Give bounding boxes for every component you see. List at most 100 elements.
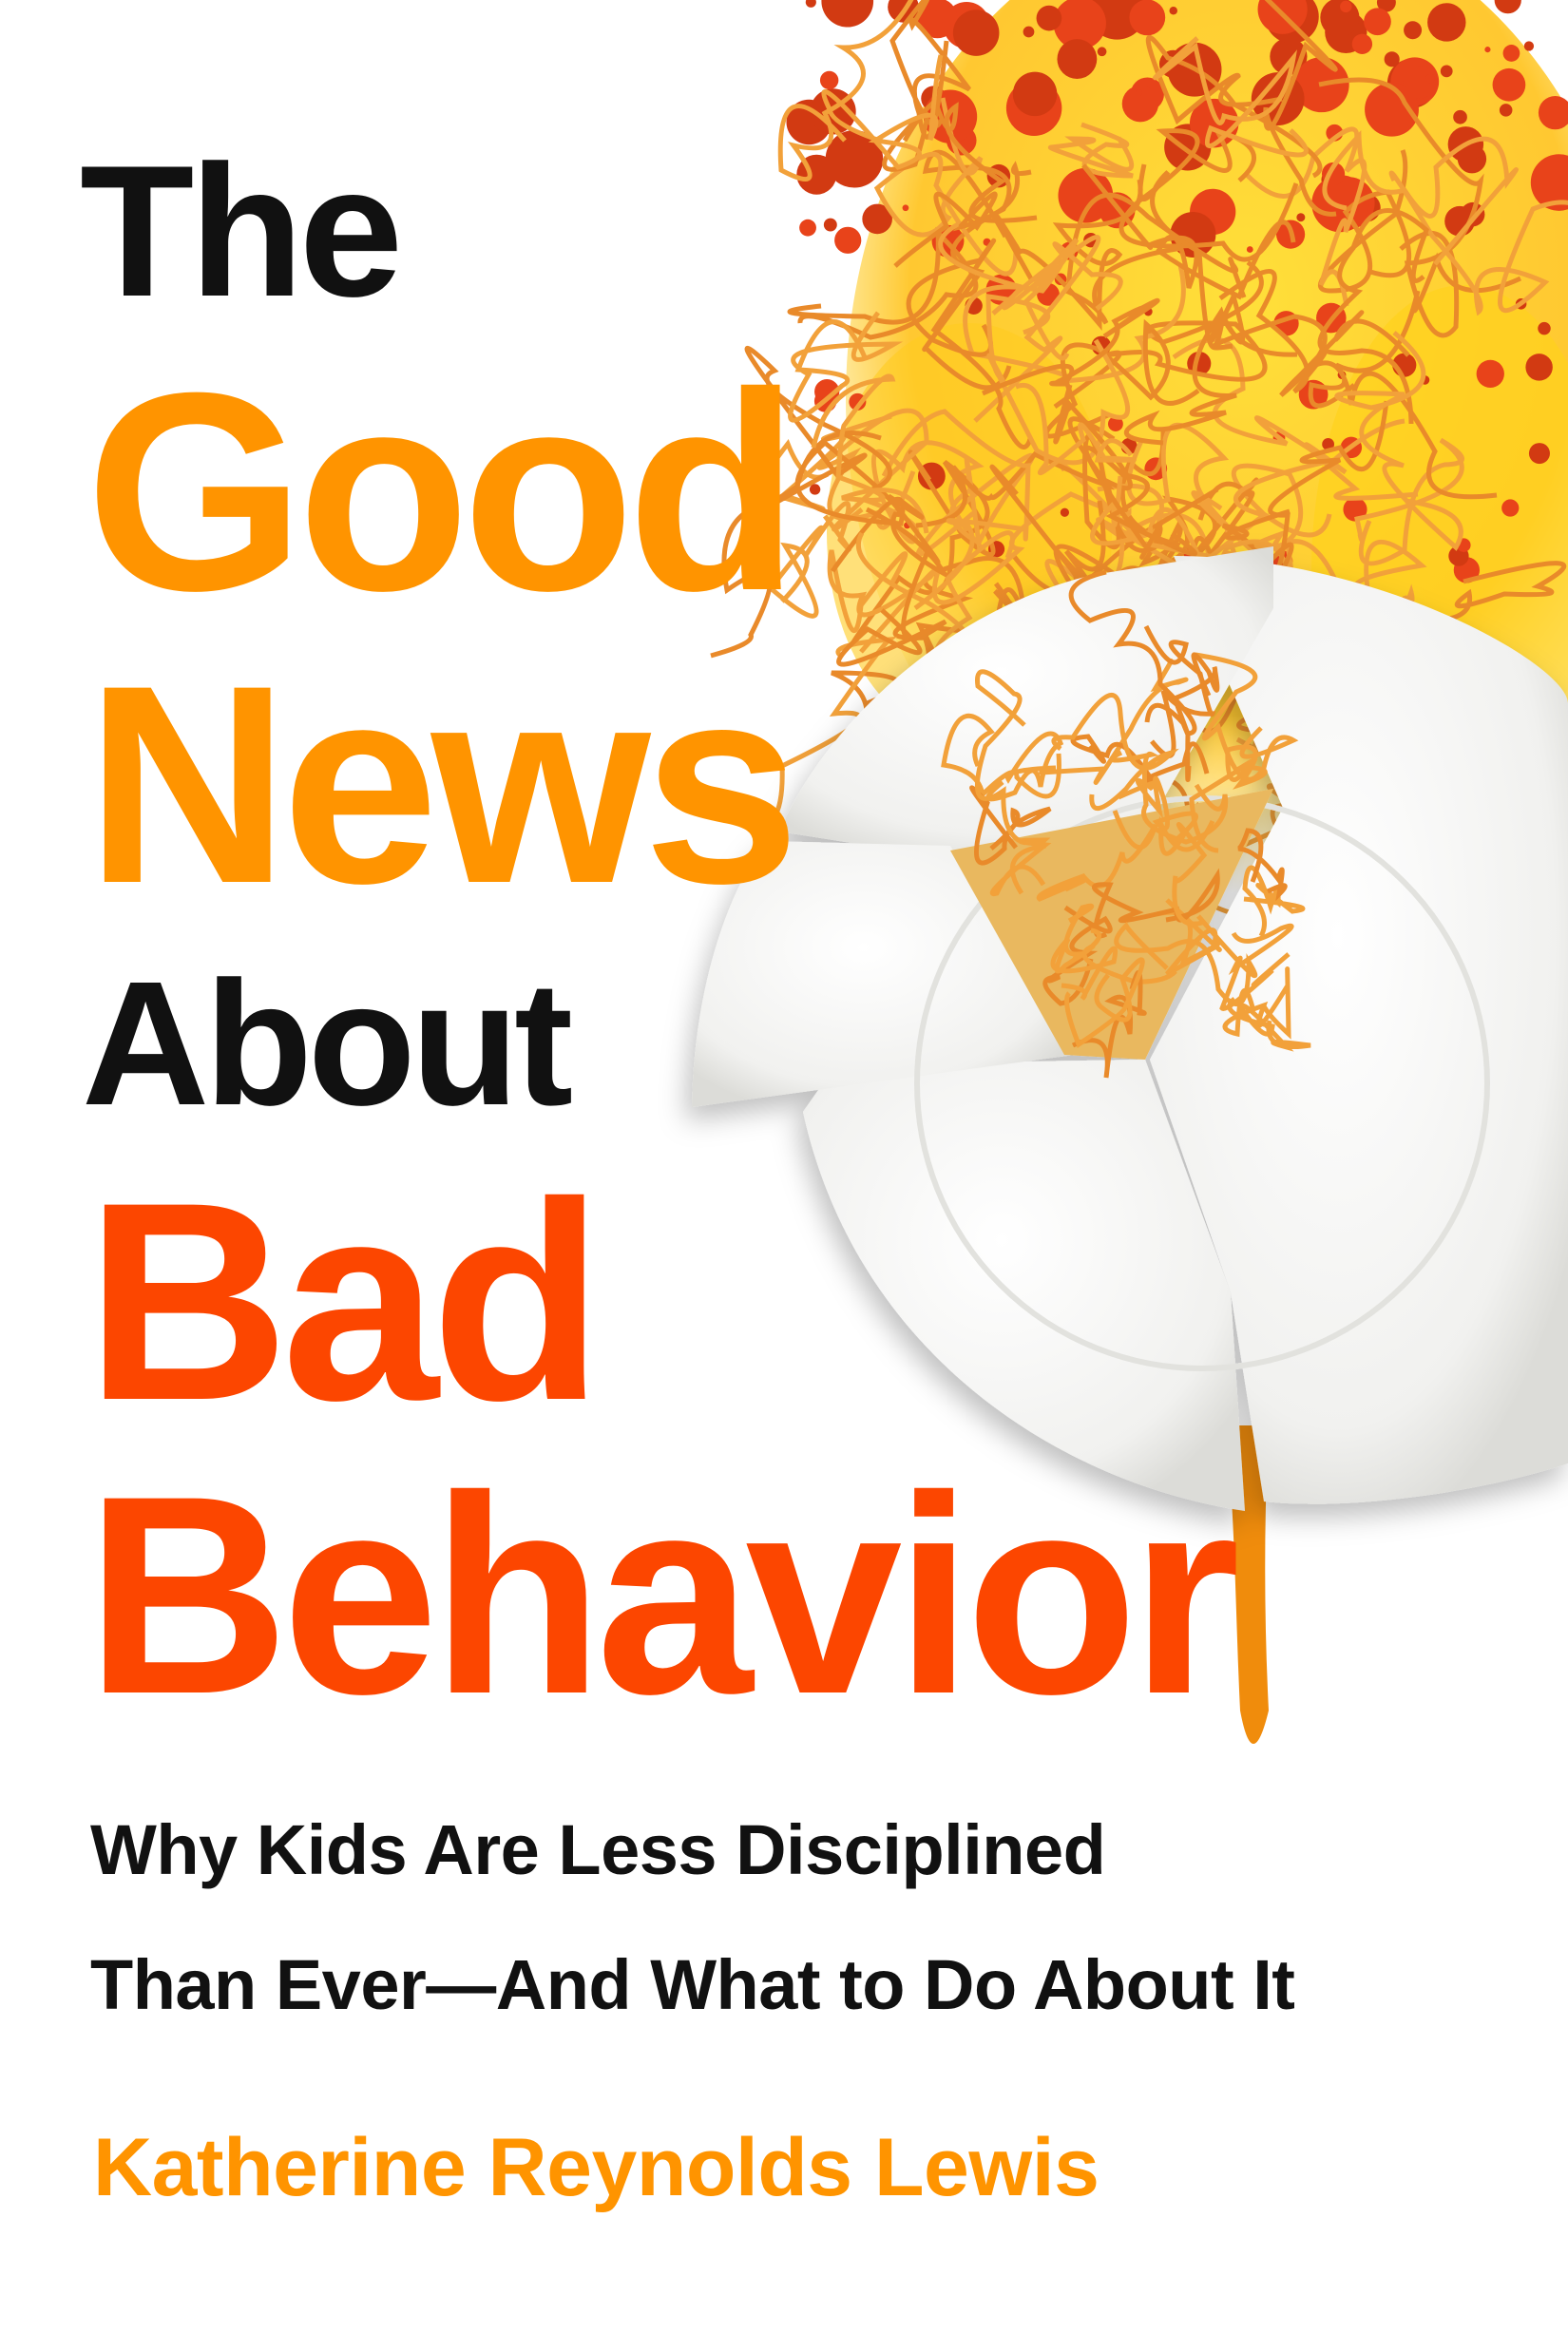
spaghetti-strand	[1172, 336, 1419, 501]
spaghetti-strand	[1109, 750, 1229, 845]
spaghetti-strand	[882, 96, 1038, 223]
spaghetti-strand	[710, 430, 882, 659]
sauce-drop	[1036, 5, 1062, 31]
sauce-drop	[1343, 497, 1367, 522]
sauce-drop	[805, 0, 816, 8]
sauce-drop	[1129, 0, 1166, 36]
sauce-drop	[1523, 41, 1535, 51]
sauce-drop	[1494, 0, 1521, 14]
spaghetti-strand	[1156, 898, 1222, 977]
sauce-drop	[1484, 47, 1491, 53]
spaghetti-strand	[881, 409, 1031, 611]
spaghetti-strand	[982, 297, 1160, 396]
sauce-drop	[1440, 65, 1453, 78]
spaghetti-strand	[1015, 383, 1137, 476]
spaghetti-strand	[1158, 815, 1215, 927]
spaghetti-strand	[974, 669, 1026, 846]
sauce-drop	[918, 9, 943, 33]
sauce-drop	[1365, 82, 1419, 137]
sauce-drop	[834, 226, 862, 254]
spaghetti-strand	[1065, 192, 1247, 325]
spaghetti-strand	[1145, 35, 1323, 179]
sauce-drop	[1364, 8, 1391, 36]
broken-plate	[692, 546, 1568, 1511]
sauce-drop	[1538, 95, 1568, 130]
sauce-drop	[1499, 104, 1513, 117]
sauce-drop	[1322, 438, 1334, 450]
spaghetti-strand	[788, 311, 904, 423]
spaghetti-strand	[1068, 569, 1197, 782]
spaghetti-strand	[1051, 693, 1179, 812]
spaghetti-strand	[1195, 652, 1299, 782]
spaghetti-strand	[1189, 744, 1268, 853]
sauce-drop	[862, 203, 892, 235]
sauce-drop	[1384, 51, 1400, 67]
spaghetti-strand	[893, 161, 1032, 268]
sauce-drop	[1136, 88, 1143, 96]
title-good: Good	[86, 334, 799, 649]
sauce-drop	[1476, 359, 1504, 389]
author-name: Katherine Reynolds Lewis	[93, 2122, 1100, 2213]
sauce-drop	[1246, 246, 1253, 253]
sauce-drop	[1501, 499, 1520, 517]
sauce-drop	[1502, 45, 1520, 62]
spaghetti-strand	[1263, 0, 1338, 217]
spaghetti-strand	[1043, 318, 1200, 439]
sauce-drop	[1427, 3, 1466, 42]
spaghetti-strand	[969, 785, 1052, 866]
spaghetti-strand	[1227, 997, 1311, 1052]
spaghetti-in-crack	[941, 569, 1311, 1079]
sauce-drop	[1404, 21, 1423, 40]
spaghetti-strand	[1143, 624, 1216, 758]
spaghetti-strand	[1354, 437, 1464, 566]
sauce-drop	[819, 70, 839, 90]
spaghetti-strand	[1050, 927, 1119, 1001]
sauce-drop	[1351, 33, 1373, 54]
spaghetti-strand	[767, 501, 851, 619]
sauce-drop	[1060, 507, 1070, 517]
sauce-drop	[1403, 66, 1436, 99]
title-behavior: Behavior	[86, 1437, 1240, 1752]
spaghetti-strand	[1334, 331, 1463, 551]
spaghetti-strand	[1092, 868, 1220, 939]
sauce-drop	[902, 204, 909, 212]
spaghetti-strand	[941, 713, 1061, 800]
spaghetti-strand	[906, 238, 1033, 449]
title-bad: Bad	[86, 1143, 603, 1459]
spaghetti-strand	[1322, 130, 1519, 266]
spaghetti-strand	[1388, 170, 1568, 316]
sauce-drop	[799, 219, 816, 237]
sauce-drop	[1528, 443, 1550, 465]
sauce-drop	[823, 218, 837, 232]
sauce-drop	[821, 0, 874, 28]
spaghetti-strand	[985, 294, 1131, 466]
spaghetti-strand	[1144, 652, 1220, 736]
sauce-drop	[1538, 321, 1551, 335]
spaghetti-strand	[1153, 36, 1309, 158]
spaghetti-strand	[1317, 207, 1429, 425]
spaghetti-strand	[1218, 269, 1410, 394]
spaghetti-strand	[836, 493, 947, 667]
spaghetti-strand	[777, 0, 914, 182]
title-news: News	[86, 626, 800, 942]
sauce-drop	[1296, 213, 1306, 222]
subtitle-line-2: Than Ever—And What to Do About It	[90, 1945, 1295, 2024]
sauce-drop	[1169, 6, 1177, 15]
spaghetti-strand	[973, 235, 1123, 423]
spaghetti-strand	[811, 373, 929, 534]
title-the: The	[80, 126, 403, 335]
spaghetti-strand	[1039, 659, 1189, 785]
spaghetti-strand	[915, 416, 1116, 528]
spaghetti-strand	[1236, 828, 1288, 902]
sauce-drop	[1023, 26, 1035, 38]
sauce-drop	[1053, 0, 1106, 50]
sauce-drop	[1340, 0, 1352, 13]
sauce-drop	[1107, 416, 1123, 431]
spaghetti-strand	[1083, 445, 1219, 560]
spaghetti-strand	[1117, 775, 1198, 843]
sauce-drop	[1097, 47, 1107, 57]
spaghetti-strand	[1053, 477, 1259, 596]
sauce-drop	[1525, 354, 1553, 381]
sauce-drop	[849, 392, 867, 411]
